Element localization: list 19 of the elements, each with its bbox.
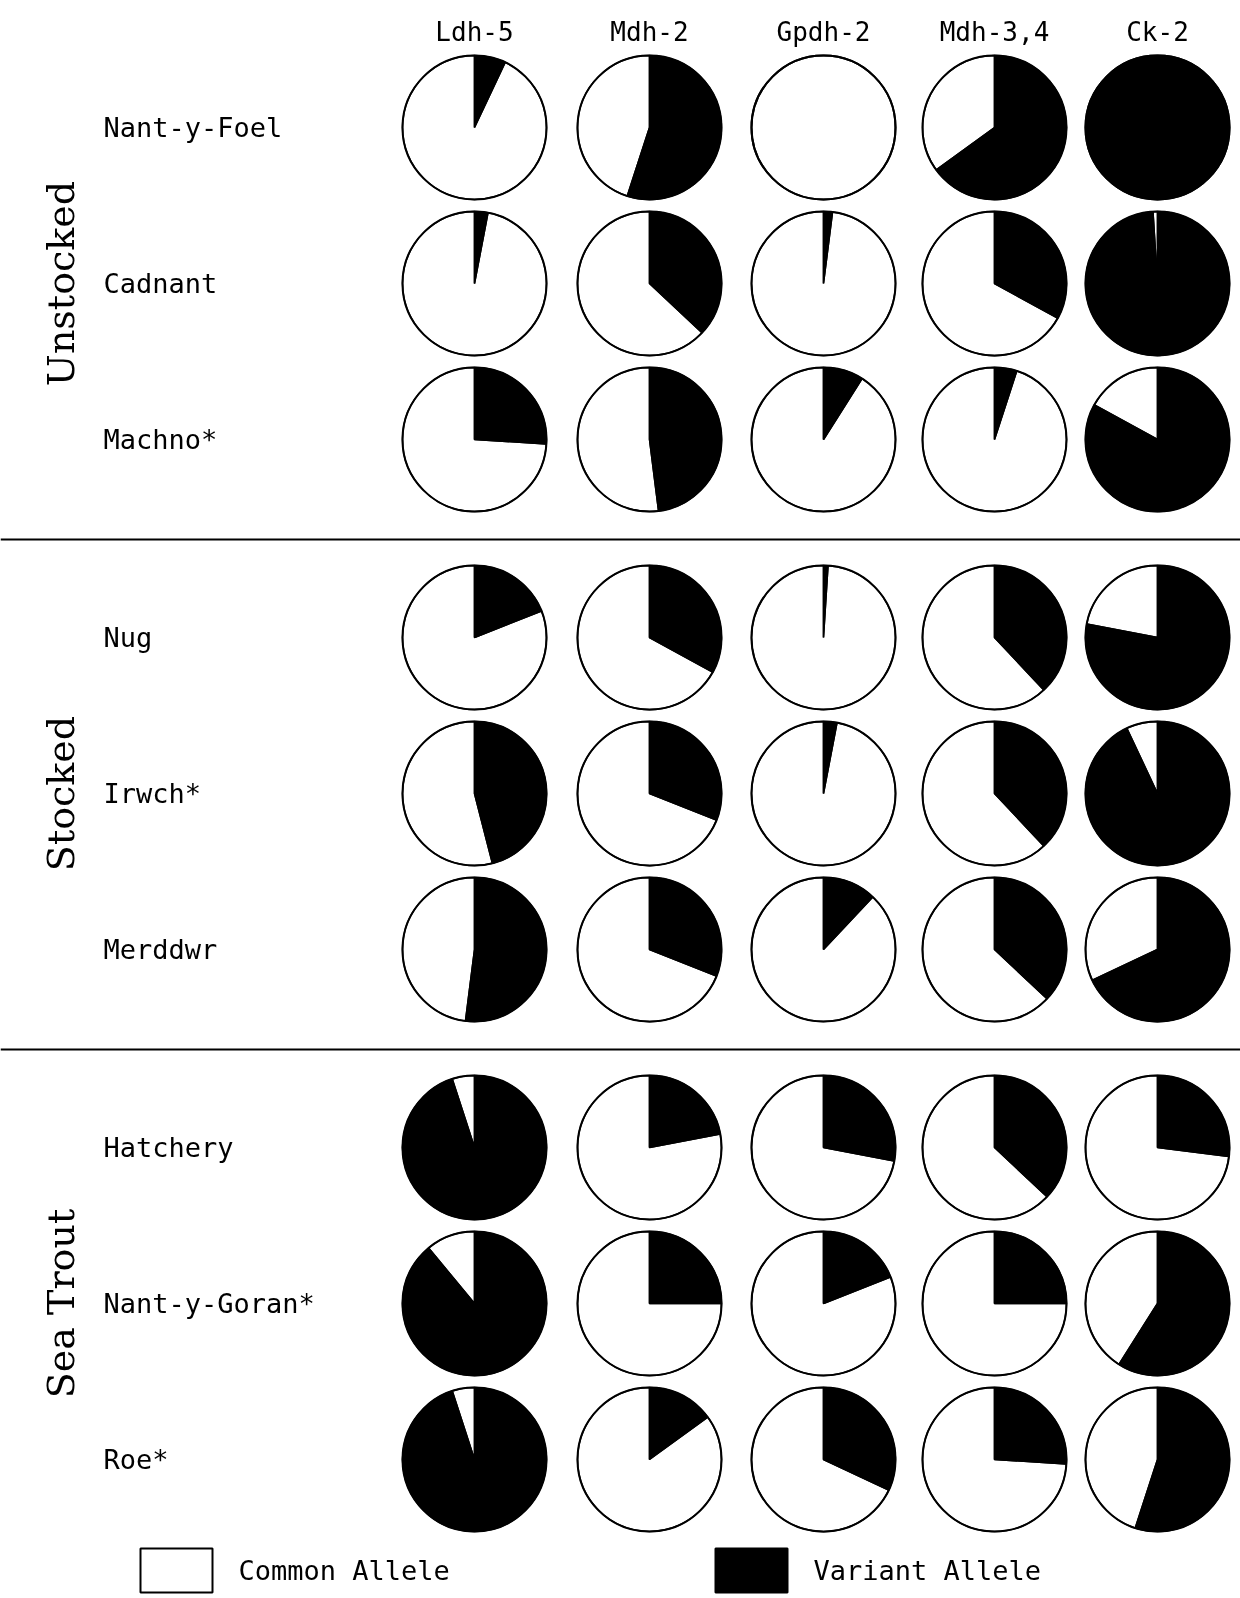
text: Merddwr [103, 934, 218, 965]
text: Cadnant [103, 268, 218, 299]
slice-label: Mdh-3,4 [939, 16, 1050, 47]
text: Nant-y-Foel [103, 112, 283, 143]
text: Roe* [103, 1444, 169, 1475]
legend-label: Common Allele [238, 1555, 450, 1586]
text: Machno* [103, 424, 218, 455]
text: Hatchery [103, 1132, 234, 1163]
text: Sea Trout [38, 1208, 83, 1399]
legend-label: Variant Allele [813, 1555, 1042, 1586]
slice-label: Ck-2 [1126, 16, 1189, 47]
slice-label: Mdh-2 [610, 16, 689, 47]
slice-label: Gpdh-2 [776, 16, 871, 47]
text: Unstocked [38, 180, 83, 387]
text: Nug [103, 622, 153, 653]
text: Stocked [38, 715, 83, 872]
text: Nant-y-Goran* [103, 1288, 315, 1319]
slice-label: Ldh-5 [435, 16, 514, 47]
text: Irwch* [103, 778, 202, 809]
